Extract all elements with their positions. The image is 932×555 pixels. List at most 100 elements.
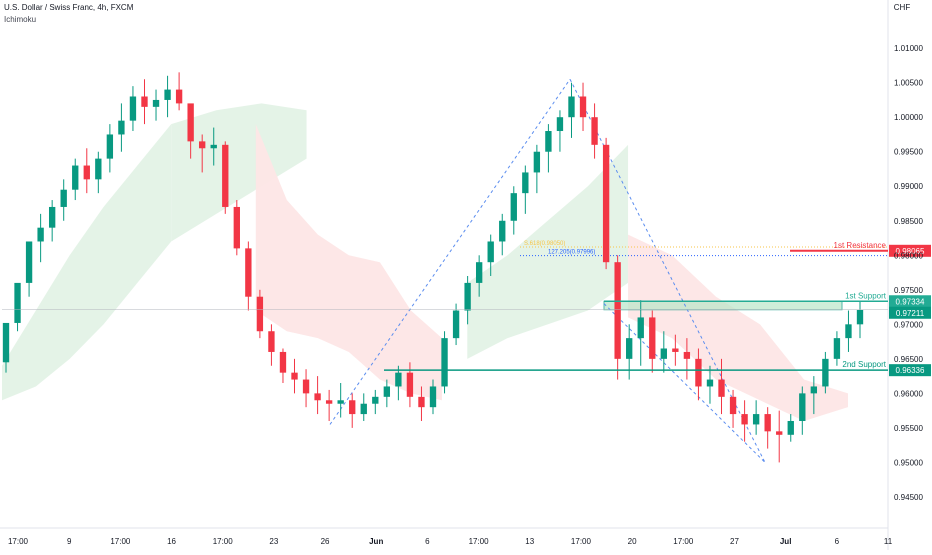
- x-tick-label: 27: [730, 537, 739, 546]
- candle-body: [799, 393, 806, 421]
- candle-body: [729, 396, 737, 415]
- cloud-segment: [467, 144, 629, 359]
- candles: [2, 72, 864, 463]
- candle-body: [72, 165, 79, 190]
- y-tick-label: 0.97000: [894, 320, 923, 329]
- candle-body: [764, 414, 771, 432]
- candle-body: [164, 89, 171, 100]
- candle-body: [499, 220, 506, 242]
- ichimoku-cloud: [2, 103, 848, 421]
- x-tick-label: 20: [628, 537, 637, 546]
- candle-body: [291, 372, 298, 380]
- candle-body: [325, 400, 333, 404]
- candle-body: [568, 96, 575, 118]
- y-tick-label: 0.94500: [894, 493, 923, 502]
- candle-body: [233, 206, 240, 249]
- level-label: 1st Resistance: [834, 241, 887, 250]
- candle-body: [695, 358, 702, 387]
- x-tick-label: 17:00: [673, 537, 694, 546]
- x-tick-label: 11: [884, 537, 893, 546]
- candle-body: [187, 103, 194, 142]
- candle-body: [464, 282, 471, 311]
- candle-body: [256, 296, 264, 332]
- candle-body: [833, 338, 841, 359]
- candle-body: [614, 262, 621, 359]
- candle-body: [845, 324, 852, 339]
- y-tick-label: 0.99500: [894, 148, 923, 157]
- x-tick-label: 17:00: [571, 537, 592, 546]
- x-tick-label: 16: [167, 537, 176, 546]
- candle-body: [129, 96, 137, 121]
- candle-body: [856, 309, 864, 325]
- candle-body: [48, 206, 56, 228]
- cloud-segment: [255, 124, 442, 401]
- x-tick-label: 26: [321, 537, 330, 546]
- support-zone: [603, 300, 843, 311]
- candle-body: [822, 358, 829, 387]
- candle-body: [776, 431, 783, 435]
- candle-body: [395, 372, 402, 387]
- y-tick-label: 1.01000: [894, 44, 923, 53]
- price-tag: [889, 244, 931, 257]
- candle-body: [372, 396, 379, 404]
- candle-body: [706, 379, 714, 387]
- candle-body: [626, 338, 633, 359]
- x-tick-label: Jul: [780, 537, 792, 546]
- candle-body: [95, 158, 102, 180]
- price-tag-label: 0.96336: [896, 366, 925, 375]
- candle-body: [637, 317, 644, 339]
- cloud-segment: [2, 124, 172, 401]
- trend-line: [329, 78, 571, 425]
- candle-body: [510, 193, 517, 221]
- candle-body: [649, 317, 656, 359]
- cloud-segment: [171, 103, 307, 242]
- candle-body: [2, 322, 10, 363]
- y-tick-label: 0.98500: [894, 217, 923, 226]
- price-tag-label: 0.98065: [896, 247, 925, 256]
- candle-body: [37, 227, 44, 242]
- candle-body: [106, 134, 114, 159]
- candle-body: [545, 131, 552, 152]
- y-tick-label: 0.97500: [894, 286, 923, 295]
- price-tag: [889, 295, 931, 308]
- candle-body: [660, 348, 667, 359]
- current-price-tag: [889, 306, 931, 319]
- candle-body: [522, 172, 529, 194]
- candle-body: [533, 151, 541, 173]
- candle-body: [487, 241, 494, 263]
- fib-label: 127.205(0.97996): [548, 250, 595, 256]
- x-tick-label: 23: [269, 537, 278, 546]
- x-tick-label: 13: [525, 537, 534, 546]
- candle-body: [452, 310, 460, 339]
- candle-body: [118, 120, 125, 135]
- price-tag-label: 0.97334: [896, 297, 925, 306]
- candle-body: [245, 248, 252, 297]
- x-tick-label: 6: [835, 537, 840, 546]
- y-tick-label: 0.99000: [894, 182, 923, 191]
- indicator-name: Ichimoku: [4, 15, 37, 24]
- candle-body: [83, 165, 90, 180]
- candle-body: [683, 351, 691, 359]
- candle-body: [441, 338, 448, 387]
- candle-body: [14, 282, 21, 323]
- y-tick-label: 0.95500: [894, 424, 923, 433]
- y-tick-label: 1.00000: [894, 113, 923, 122]
- y-tick-label: 0.96000: [894, 389, 923, 398]
- candle-body: [314, 393, 321, 401]
- candle-body: [741, 414, 748, 425]
- candle-body: [556, 117, 564, 132]
- trend-line: [603, 303, 766, 463]
- candle-body: [25, 241, 33, 283]
- candle-body: [475, 262, 483, 283]
- candle-body: [672, 348, 679, 352]
- candle-body: [383, 386, 391, 397]
- candle-body: [360, 403, 367, 415]
- candle-body: [175, 89, 183, 104]
- candle-body: [579, 96, 587, 118]
- candle-body: [787, 420, 794, 435]
- x-tick-label: 6: [425, 537, 430, 546]
- candle-body: [591, 117, 598, 145]
- fib-label: S.618(0.98050): [524, 241, 565, 247]
- x-tick-label: 9: [67, 537, 72, 546]
